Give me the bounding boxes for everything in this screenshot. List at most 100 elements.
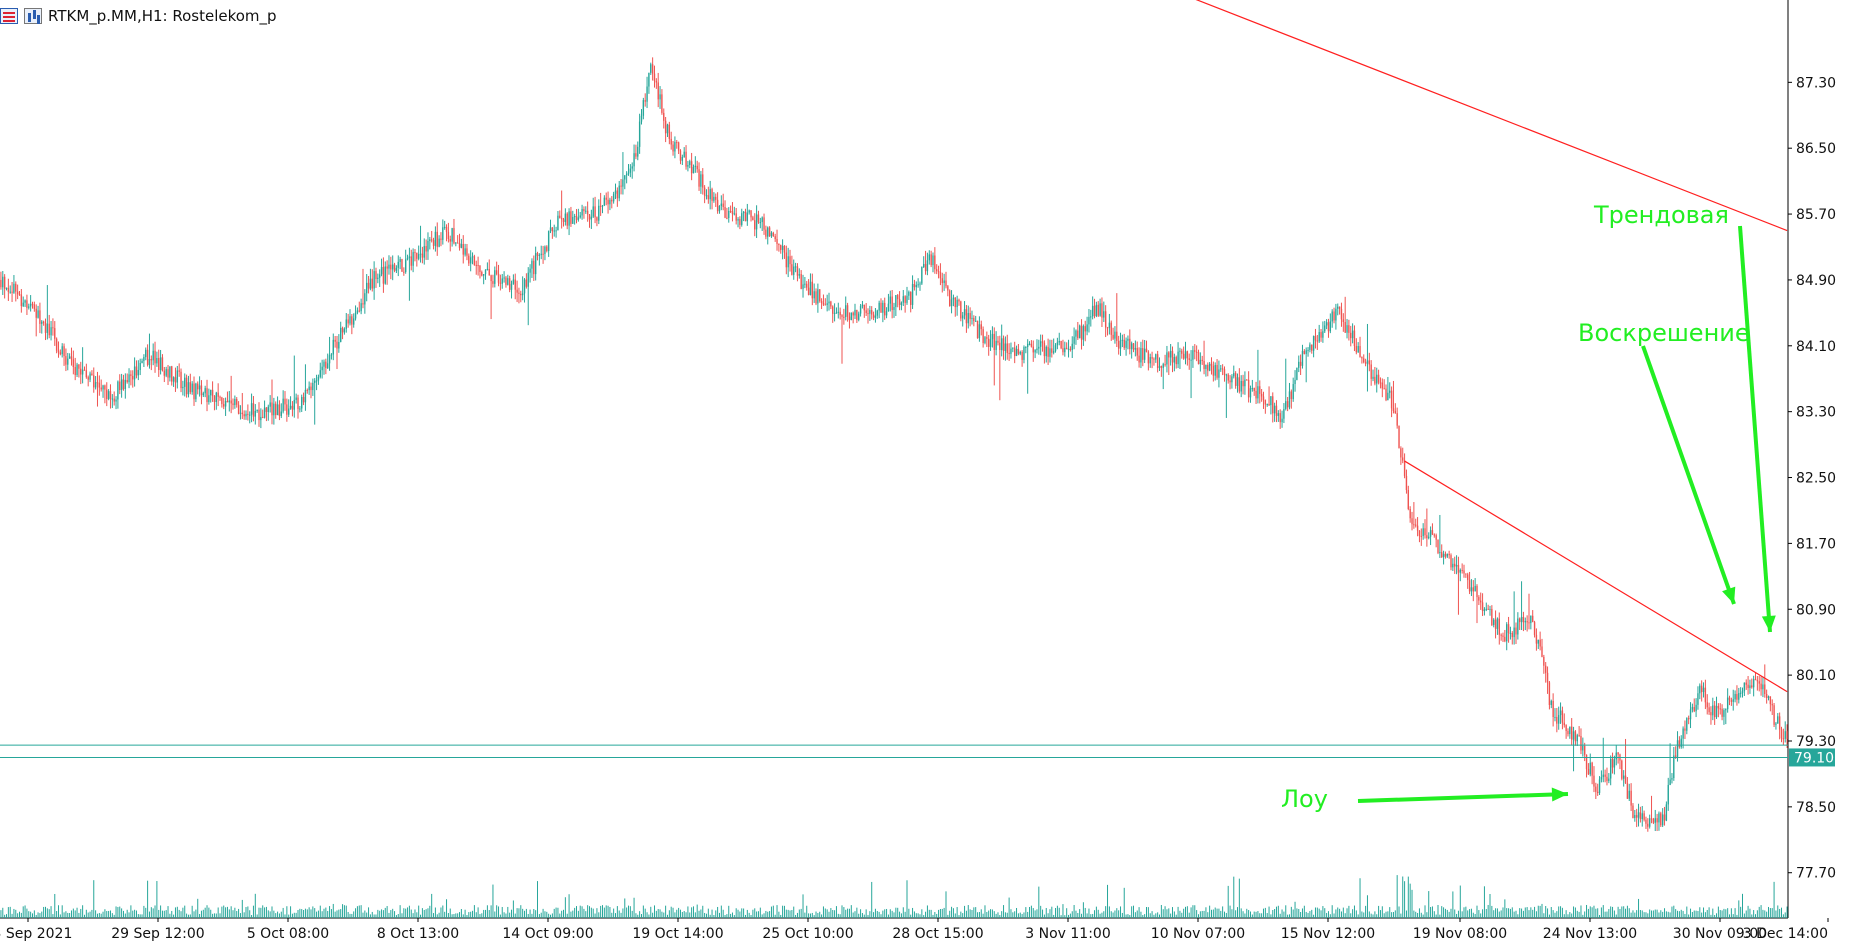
candle-body xyxy=(594,206,596,218)
candle-body xyxy=(1229,380,1231,383)
candle-body xyxy=(158,358,160,371)
candle-body xyxy=(52,327,54,329)
candle-body xyxy=(1296,367,1298,380)
candle-body xyxy=(733,213,736,215)
candle-body xyxy=(690,161,693,174)
candle-body xyxy=(902,296,904,303)
annotation-label: Трендовая xyxy=(1593,201,1729,229)
candle-body xyxy=(1433,534,1435,536)
candle-body xyxy=(449,239,451,242)
candle-body xyxy=(111,398,114,400)
candle-body xyxy=(410,256,412,266)
candle-body xyxy=(1639,812,1642,820)
candle-body xyxy=(1255,390,1257,399)
candle-body xyxy=(1387,392,1389,401)
candle-body xyxy=(275,403,277,416)
candle-body xyxy=(1262,396,1265,401)
candle-body xyxy=(70,356,73,360)
candle-body xyxy=(256,409,258,411)
annotations: Трендовая Воскрешение Лоу xyxy=(1281,201,1776,813)
candle-body xyxy=(417,254,420,259)
candle-body xyxy=(780,245,782,250)
candle-body xyxy=(1650,818,1653,820)
list-icon[interactable] xyxy=(0,8,18,24)
candle-body xyxy=(119,381,121,391)
candle-body xyxy=(68,356,71,359)
candle-body xyxy=(728,210,730,218)
candle-body xyxy=(1734,694,1736,700)
candle-body xyxy=(145,349,147,358)
candle-body xyxy=(219,396,221,398)
candle-body xyxy=(1247,379,1250,398)
candle-body xyxy=(791,264,793,275)
candle-body xyxy=(884,302,886,316)
candle-body xyxy=(1192,350,1194,360)
x-tick-label: 8 Oct 13:00 xyxy=(377,926,459,942)
candle-body xyxy=(89,373,91,380)
candle-body xyxy=(1305,350,1307,354)
candle-body xyxy=(1195,351,1198,353)
trendline xyxy=(1195,0,1788,232)
candle-body xyxy=(343,328,346,333)
candle-body xyxy=(404,259,407,272)
candle-body xyxy=(1574,731,1577,742)
candle-body xyxy=(1069,348,1072,350)
candle-body xyxy=(1500,634,1502,636)
candle-body xyxy=(1233,373,1235,377)
candle-body xyxy=(774,236,776,240)
candle-body xyxy=(820,301,823,303)
candle-body xyxy=(1780,729,1783,739)
candle-body xyxy=(1181,350,1183,354)
indicators-icon[interactable] xyxy=(24,8,42,24)
candle-body xyxy=(943,280,945,283)
candle-body xyxy=(1225,374,1228,376)
candle-body xyxy=(822,302,825,305)
candle-body xyxy=(1259,386,1261,394)
candle-body xyxy=(514,279,516,290)
candle-body xyxy=(1320,332,1322,338)
candle-body xyxy=(169,366,171,378)
candle-body xyxy=(1454,563,1456,567)
candle-body xyxy=(1606,776,1608,781)
candle-body xyxy=(798,274,801,276)
candle-body xyxy=(1671,778,1673,780)
candle-body xyxy=(495,270,498,274)
candle-body xyxy=(711,189,713,201)
candle-body xyxy=(1286,401,1289,408)
candle-body xyxy=(1110,322,1112,335)
candle-body xyxy=(96,382,99,384)
y-tick-label: 80.10 xyxy=(1796,668,1836,684)
candle-body xyxy=(373,271,375,289)
candle-body xyxy=(221,397,223,405)
candle-body xyxy=(1611,758,1614,768)
candle-body xyxy=(1234,373,1237,386)
candle-body xyxy=(301,396,303,409)
candle-body xyxy=(1539,639,1541,647)
candle-body xyxy=(683,151,685,157)
candle-body xyxy=(440,238,442,240)
candle-body xyxy=(87,377,89,380)
candle-body xyxy=(1446,553,1448,557)
candle-body xyxy=(874,315,877,318)
candle-body xyxy=(843,316,845,318)
candle-body xyxy=(391,264,394,270)
candle-body xyxy=(1054,345,1057,351)
candle-body xyxy=(1739,692,1742,694)
chart-header: RTKM_p.MM,H1: Rostelekom_p xyxy=(0,4,277,28)
candle-body xyxy=(910,291,912,305)
candle-body xyxy=(1114,331,1116,339)
candle-body xyxy=(551,227,554,232)
candle-body xyxy=(1680,738,1682,748)
candle-body xyxy=(340,327,342,343)
candle-body xyxy=(466,248,468,256)
candle-body xyxy=(507,278,509,285)
candle-body xyxy=(1461,570,1463,572)
candle-body xyxy=(1010,348,1012,354)
candle-body xyxy=(1415,524,1417,526)
candle-body xyxy=(1533,622,1536,635)
candle-body xyxy=(980,324,982,330)
candle-body xyxy=(319,370,321,377)
candle-body xyxy=(794,266,797,268)
candle-body xyxy=(33,304,36,309)
